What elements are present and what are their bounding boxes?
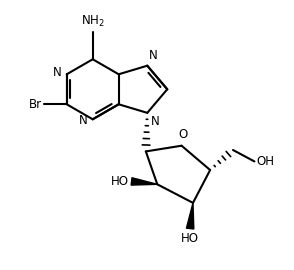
Text: O: O: [178, 127, 187, 141]
Polygon shape: [186, 203, 194, 229]
Text: NH$_2$: NH$_2$: [81, 14, 105, 29]
Text: N: N: [53, 66, 61, 79]
Polygon shape: [131, 178, 157, 185]
Text: N: N: [151, 115, 159, 128]
Text: HO: HO: [111, 175, 129, 188]
Text: N: N: [149, 49, 158, 62]
Text: Br: Br: [29, 98, 41, 111]
Text: HO: HO: [181, 232, 199, 245]
Text: N: N: [79, 114, 88, 127]
Text: OH: OH: [256, 155, 274, 168]
